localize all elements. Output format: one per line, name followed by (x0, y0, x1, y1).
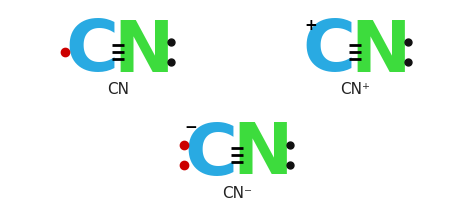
Text: C: C (184, 121, 237, 189)
Text: C: C (65, 18, 118, 86)
Text: CN⁻: CN⁻ (222, 185, 252, 200)
Text: N: N (233, 121, 293, 189)
Text: C: C (302, 18, 356, 86)
Text: +: + (305, 18, 318, 33)
Text: CN: CN (107, 82, 129, 97)
Text: N: N (114, 18, 174, 86)
Text: N: N (351, 18, 411, 86)
Text: −: − (185, 119, 197, 134)
Text: CN⁺: CN⁺ (340, 82, 370, 97)
